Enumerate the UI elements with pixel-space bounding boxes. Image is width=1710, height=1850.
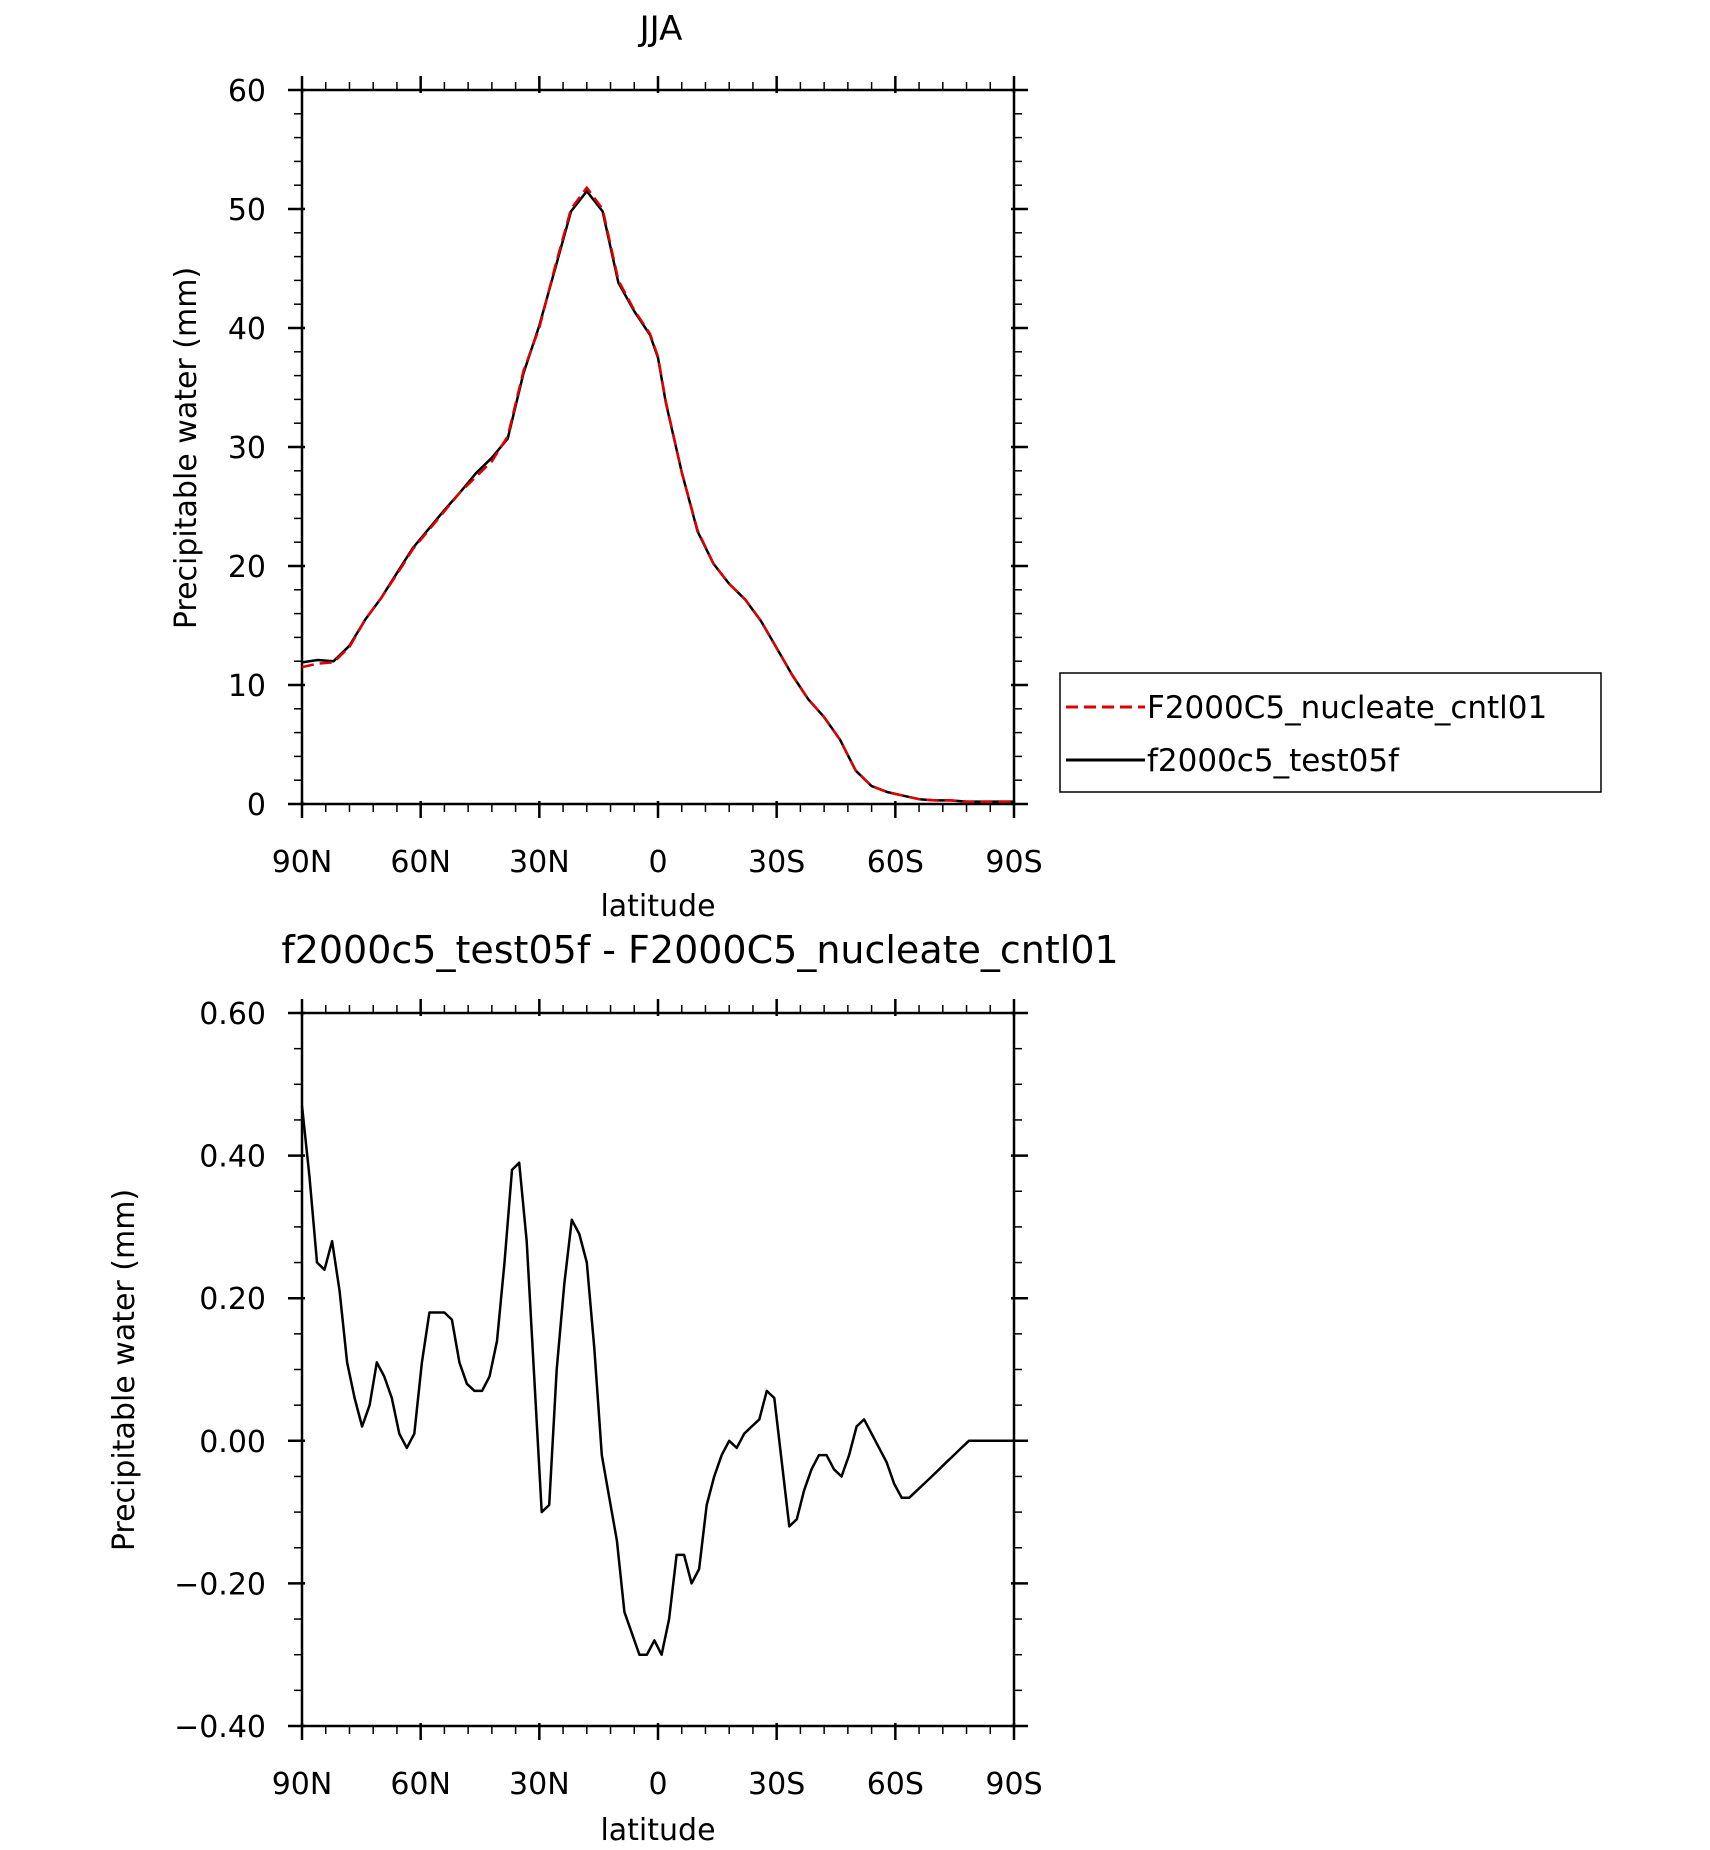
tick-labels: 0 10 20 30 40 50 60 90N 60N 30N 0 30S 60S 90S (228, 74, 1043, 880)
legend-label-test05f: f2000c5_test05f (1147, 743, 1400, 779)
legend: F2000C5_nucleate_cntl01 f2000c5_test05f (1059, 672, 1602, 793)
y-tick-label: 50 (228, 193, 266, 228)
y-axis-label: Precipitable water (mm) (169, 267, 204, 629)
x-tick-label: 30N (509, 845, 570, 880)
x-tick-label: 90S (985, 845, 1042, 880)
precipitable-water-chart: JJA 0 10 20 30 40 50 60 90N 60N 30N 0 30S 60S 90S lat… (169, 9, 1602, 924)
y-tick-label: −0.40 (174, 1710, 266, 1745)
y-tick-label: 0.40 (199, 1140, 266, 1175)
series-lines (301, 186, 1014, 803)
legend-label-cntl01: F2000C5_nucleate_cntl01 (1147, 690, 1547, 726)
y-tick-label: 20 (228, 550, 266, 585)
y-tick-label: 0.60 (199, 997, 266, 1032)
y-tick-label: 0 (247, 788, 266, 823)
difference-chart: f2000c5_test05f - F2000C5_nucleate_cntl0… (107, 928, 1119, 1848)
x-tick-label: 30S (748, 1767, 805, 1802)
series-lines (300, 1105, 1014, 1656)
x-tick-label: 30N (509, 1767, 570, 1802)
x-tick-label: 60N (390, 1767, 451, 1802)
legend-box (1059, 672, 1602, 793)
axis-ticks (288, 76, 1028, 818)
x-axis-label: latitude (600, 1813, 715, 1848)
y-axis-label: Precipitable water (mm) (107, 1189, 142, 1551)
x-axis-label: latitude (600, 889, 715, 924)
y-tick-label: 40 (228, 312, 266, 347)
chart-title: f2000c5_test05f - F2000C5_nucleate_cntl0… (281, 928, 1118, 972)
y-tick-label: 10 (228, 669, 266, 704)
x-tick-label: 60N (390, 845, 451, 880)
x-tick-label: 60S (867, 845, 924, 880)
x-tick-label: 0 (648, 1767, 667, 1802)
tick-labels: −0.40 −0.20 0.00 0.20 0.40 0.60 90N 60N 30N 0 30S 6… (174, 997, 1043, 1802)
plot-frame (300, 1011, 1016, 1728)
y-tick-label: 60 (228, 74, 266, 109)
y-tick-label: −0.20 (174, 1567, 266, 1602)
axis-ticks (288, 999, 1028, 1740)
chart-title: JJA (638, 9, 683, 49)
x-tick-label: 30S (748, 845, 805, 880)
y-tick-label: 30 (228, 431, 266, 466)
x-tick-label: 90S (985, 1767, 1042, 1802)
x-tick-label: 60S (867, 1767, 924, 1802)
series-line (300, 1105, 1014, 1656)
y-tick-label: 0.00 (199, 1425, 266, 1460)
x-tick-label: 90N (272, 845, 333, 880)
series-line (301, 186, 1014, 803)
x-tick-label: 0 (648, 845, 667, 880)
y-tick-label: 0.20 (199, 1282, 266, 1317)
series-line (301, 189, 1014, 803)
x-tick-label: 90N (272, 1767, 333, 1802)
plot-frame (300, 88, 1016, 806)
